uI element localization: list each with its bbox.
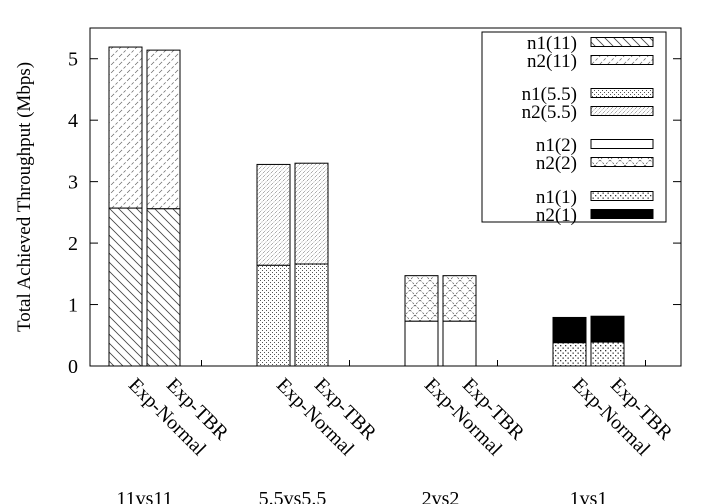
bar-segment-n15-5 — [294, 263, 329, 367]
bar-segment-n21 — [590, 315, 625, 343]
bar-segment-n15-5 — [256, 264, 291, 367]
legend-swatch — [590, 37, 654, 47]
group-label: 2vs2 — [422, 488, 460, 504]
bar-segment-n22 — [442, 275, 477, 322]
bar-segment-n12 — [404, 320, 439, 367]
legend-label: n1(2) — [536, 135, 577, 156]
group-label: 11vs11 — [116, 488, 172, 504]
bar-segment-n21 — [552, 316, 587, 344]
y-tick-label: 1 — [68, 295, 78, 317]
legend-label: n2(11) — [527, 51, 577, 72]
bar-segment-n22 — [404, 275, 439, 322]
legend-swatch — [590, 55, 654, 65]
legend-label: n2(1) — [536, 205, 577, 226]
bar-segment-n211 — [146, 49, 181, 210]
bar-segment-n25-5 — [256, 163, 291, 266]
bar-segment-n11 — [590, 341, 625, 367]
y-tick-label: 0 — [68, 356, 78, 378]
y-tick-label: 4 — [68, 110, 78, 132]
bar-segment-n25-5 — [294, 162, 329, 265]
group-label: 1vs1 — [570, 488, 608, 504]
y-axis-title: Total Achieved Throughput (Mbps) — [14, 62, 35, 332]
legend-label: n1(1) — [536, 187, 577, 208]
legend-label: n2(2) — [536, 153, 577, 174]
y-tick-label: 5 — [68, 49, 78, 71]
y-tick-label: 3 — [68, 172, 78, 194]
bar-segment-n11 — [552, 342, 587, 367]
bar-segment-n111 — [108, 207, 143, 367]
legend-label: n1(11) — [527, 33, 577, 54]
legend-label: n1(5.5) — [522, 84, 577, 105]
legend-swatch — [590, 88, 654, 98]
plot-frame — [89, 27, 682, 367]
bar-segment-n111 — [146, 208, 181, 367]
bar-segment-n211 — [108, 46, 143, 209]
legend-label: n2(5.5) — [522, 102, 577, 123]
legend-swatch — [590, 139, 654, 149]
group-label: 5.5vs5.5 — [259, 488, 327, 504]
legend-swatch — [590, 209, 654, 219]
legend-swatch — [590, 191, 654, 201]
legend-swatch — [590, 157, 654, 167]
legend-swatch — [590, 106, 654, 116]
y-tick-label: 2 — [68, 233, 78, 255]
bar-segment-n12 — [442, 320, 477, 367]
